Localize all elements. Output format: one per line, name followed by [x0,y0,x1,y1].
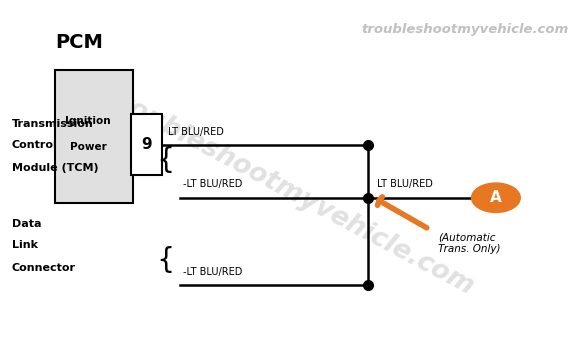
Text: Connector: Connector [12,263,75,273]
Text: PCM: PCM [55,34,103,52]
Text: troubleshootmyvehicle.com: troubleshootmyvehicle.com [102,84,478,301]
FancyBboxPatch shape [130,114,162,175]
Text: LT BLU/RED: LT BLU/RED [168,126,224,136]
Text: Ignition: Ignition [65,116,111,126]
Text: troubleshootmyvehicle.com: troubleshootmyvehicle.com [361,23,568,36]
Text: A: A [490,190,502,205]
Text: Module (TCM): Module (TCM) [12,163,98,173]
Text: 9: 9 [141,137,152,152]
Text: Link: Link [12,240,38,250]
Text: }: } [151,144,168,172]
Text: LT BLU/RED: LT BLU/RED [377,179,433,189]
FancyBboxPatch shape [55,70,133,203]
Text: (Automatic
Trans. Only): (Automatic Trans. Only) [438,233,501,254]
Text: -LT BLU/RED: -LT BLU/RED [183,266,242,277]
Text: Transmission: Transmission [12,119,93,130]
Text: Power: Power [70,142,106,152]
Text: }: } [151,243,168,271]
Text: -LT BLU/RED: -LT BLU/RED [183,179,242,189]
Circle shape [472,183,520,212]
Text: Control: Control [12,140,57,150]
Text: Data: Data [12,219,41,229]
